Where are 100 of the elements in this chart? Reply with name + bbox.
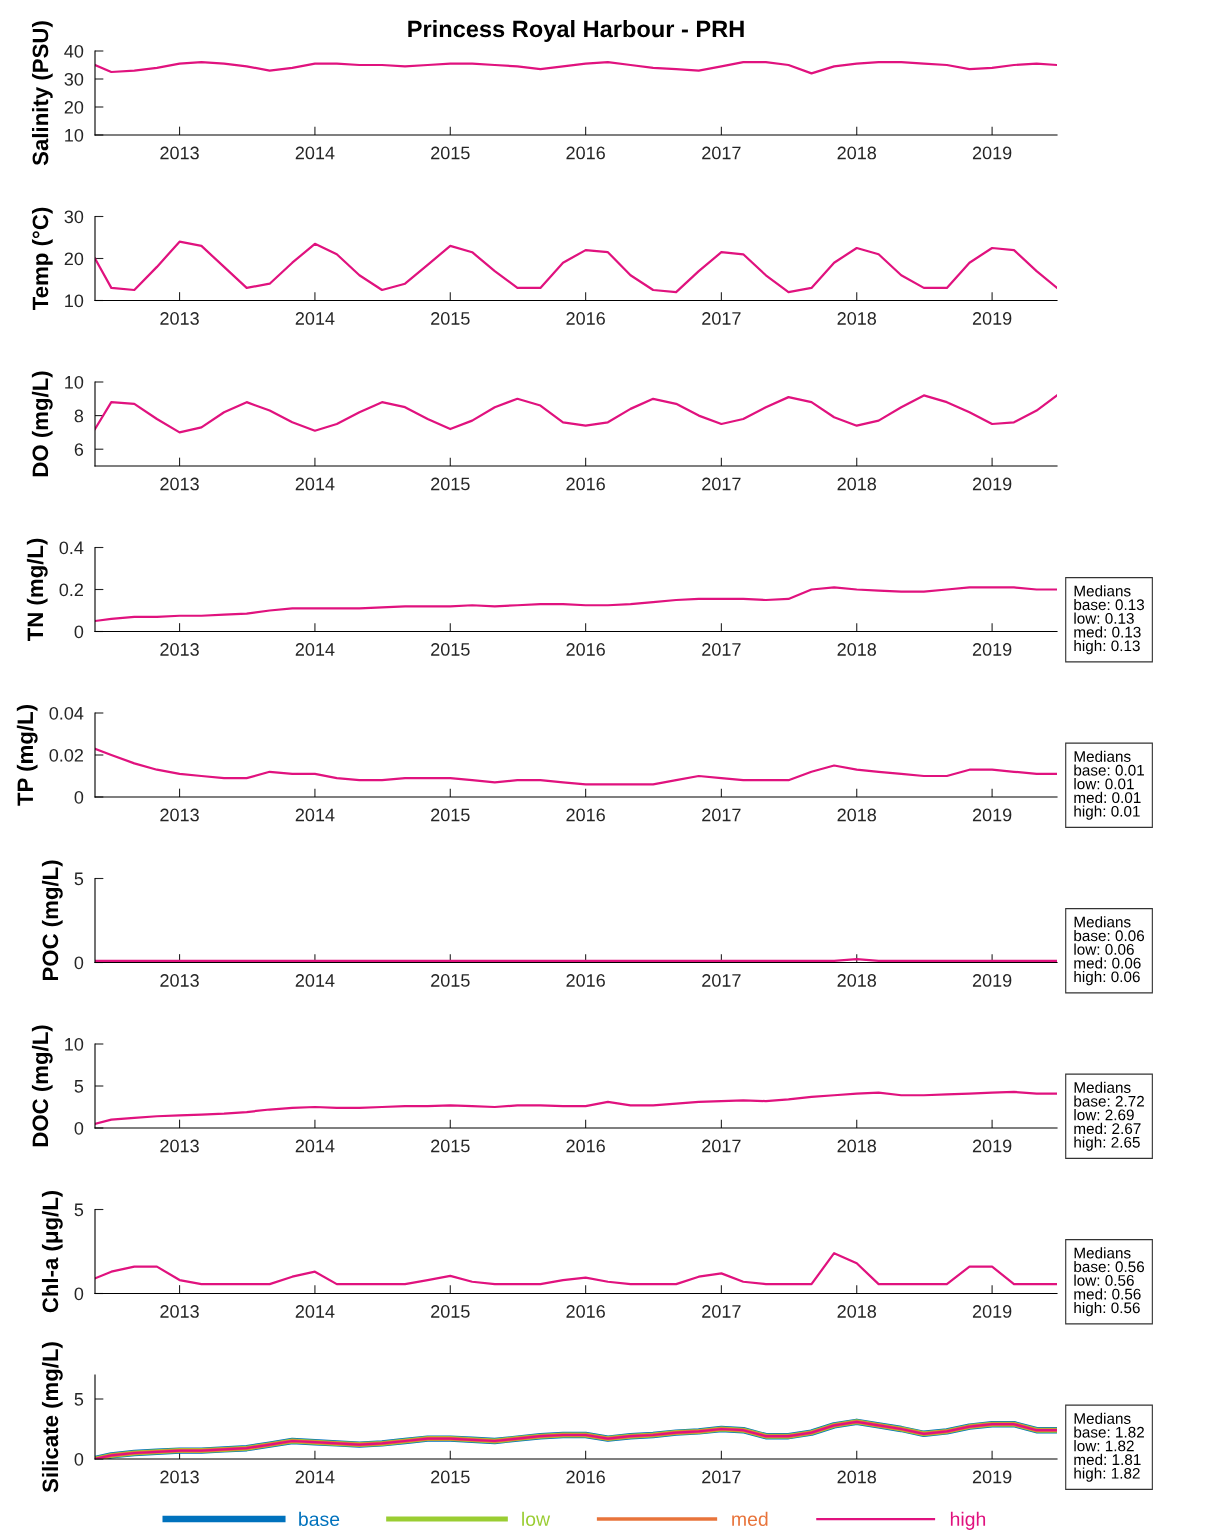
x-tick-label: 2016: [566, 146, 605, 160]
x-tick-label: 2018: [837, 808, 877, 822]
x-tick-label: 2016: [566, 1305, 605, 1318]
y-axis-title: Silicate (mg/L): [41, 1342, 63, 1493]
x-tick-label: 2018: [837, 312, 877, 325]
y-tick-label: 5: [74, 1080, 84, 1093]
y-axis-title: Salinity (PSU): [31, 21, 53, 166]
y-axis-title: Temp (°C): [31, 207, 53, 311]
y-tick-label: 8: [74, 409, 84, 423]
x-tick-label: 2018: [837, 643, 877, 656]
y-tick-label: 0: [74, 790, 84, 804]
x-tick-label: 2014: [295, 643, 335, 656]
y-axis-title: POC (mg/L): [41, 860, 63, 981]
text: Medians base: 0.01 low: 0.01 med: 0.01 high: 0.01: [1074, 750, 1144, 820]
text: Medians base: 2.72 low: 2.69 med: 2.67 high: 2.65: [1074, 1081, 1144, 1151]
y-axis-title: DO (mg/L): [31, 371, 53, 477]
y-tick-label: 20: [64, 100, 84, 114]
y-tick-label: 5: [74, 872, 84, 886]
x-tick-label: 2013: [160, 312, 199, 325]
x-tick-label: 2017: [702, 808, 741, 822]
x-tick-label: 2017: [702, 1139, 741, 1153]
x-tick-label: 2016: [566, 312, 605, 325]
y-tick-label: 20: [64, 252, 84, 266]
text: med: [732, 1511, 768, 1527]
y-tick-label: 10: [65, 128, 84, 142]
x-tick-label: 2017: [702, 477, 741, 491]
y-tick-label: 5: [74, 1393, 84, 1406]
x-tick-label: 2015: [431, 477, 470, 491]
x-tick-label: 2015: [431, 1305, 470, 1318]
x-tick-label: 2017: [702, 974, 741, 987]
x-tick-label: 2013: [160, 974, 199, 987]
y-tick-label: 0: [74, 1452, 84, 1466]
x-tick-label: 2014: [295, 808, 335, 822]
x-tick-label: 2014: [295, 312, 335, 325]
x-tick-label: 2019: [972, 974, 1012, 987]
y-tick-label: 0.2: [59, 583, 83, 597]
x-tick-label: 2016: [566, 643, 605, 656]
y-tick-label: 0: [74, 956, 84, 970]
x-tick-label: 2017: [702, 146, 741, 160]
y-axis-title: DOC (mg/L): [31, 1025, 53, 1147]
text: Medians base: 1.82 low: 1.82 med: 1.81 high: 1.82: [1074, 1412, 1144, 1482]
y-tick-label: 0: [74, 1287, 84, 1301]
y-axis-title: TP (mg/L): [16, 705, 38, 806]
y-tick-label: 0.04: [49, 706, 84, 720]
y-tick-label: 30: [64, 72, 84, 86]
x-tick-label: 2014: [295, 1305, 335, 1318]
y-tick-label: 0: [74, 625, 84, 639]
x-tick-label: 2015: [431, 974, 470, 987]
y-axis-title: TN (mg/L): [26, 538, 48, 642]
x-tick-label: 2013: [160, 477, 199, 491]
x-tick-label: 2018: [837, 477, 877, 491]
x-tick-label: 2017: [702, 1305, 741, 1318]
y-tick-label: 6: [74, 443, 84, 456]
text: base: [299, 1511, 340, 1527]
x-tick-label: 2019: [972, 808, 1012, 822]
x-tick-label: 2019: [972, 146, 1012, 160]
x-tick-label: 2015: [431, 643, 470, 656]
x-tick-label: 2017: [702, 643, 741, 656]
text: Medians base: 0.06 low: 0.06 med: 0.06 high: 0.06: [1074, 916, 1145, 986]
x-tick-label: 2014: [295, 1139, 335, 1153]
x-tick-label: 2018: [837, 1305, 877, 1318]
y-tick-label: 10: [65, 294, 84, 308]
x-tick-label: 2014: [295, 146, 335, 160]
x-tick-label: 2013: [160, 808, 199, 822]
x-tick-label: 2013: [160, 643, 199, 656]
y-tick-label: 10: [65, 1037, 84, 1051]
x-tick-label: 2017: [702, 1470, 741, 1484]
x-tick-label: 2019: [972, 312, 1012, 325]
x-tick-label: 2016: [566, 974, 605, 987]
x-tick-label: 2013: [160, 1305, 199, 1318]
text: high: [950, 1511, 986, 1530]
x-tick-label: 2015: [431, 1470, 470, 1484]
x-tick-label: 2019: [972, 477, 1012, 491]
x-tick-label: 2014: [295, 477, 335, 491]
y-tick-label: 10: [65, 375, 84, 389]
x-tick-label: 2016: [566, 1470, 605, 1484]
x-tick-label: 2016: [566, 1139, 605, 1153]
y-tick-label: 0: [74, 1121, 84, 1135]
x-tick-label: 2015: [431, 312, 470, 325]
x-tick-label: 2018: [837, 974, 877, 987]
x-tick-label: 2018: [837, 1470, 877, 1484]
y-tick-label: 0.4: [59, 541, 84, 555]
x-tick-label: 2017: [702, 312, 741, 325]
x-tick-label: 2013: [160, 1139, 199, 1153]
chart-title: Princess Royal Harbour - PRH: [408, 20, 744, 43]
y-tick-label: 0.02: [49, 748, 83, 762]
x-tick-label: 2015: [431, 146, 470, 160]
x-tick-label: 2019: [972, 1139, 1012, 1153]
text: low: [522, 1511, 551, 1527]
x-tick-label: 2019: [972, 1305, 1012, 1318]
y-axis-title: Chl-a (μg/L): [41, 1190, 63, 1313]
y-tick-label: 40: [64, 44, 84, 58]
text: Medians base: 0.56 low: 0.56 med: 0.56 high: 0.56: [1074, 1247, 1145, 1317]
x-tick-label: 2013: [160, 146, 199, 160]
x-tick-label: 2018: [837, 146, 877, 160]
x-tick-label: 2018: [837, 1139, 877, 1153]
x-tick-label: 2014: [295, 974, 335, 987]
x-tick-label: 2015: [431, 1139, 470, 1153]
x-tick-label: 2015: [431, 808, 470, 822]
x-tick-label: 2013: [160, 1470, 199, 1484]
